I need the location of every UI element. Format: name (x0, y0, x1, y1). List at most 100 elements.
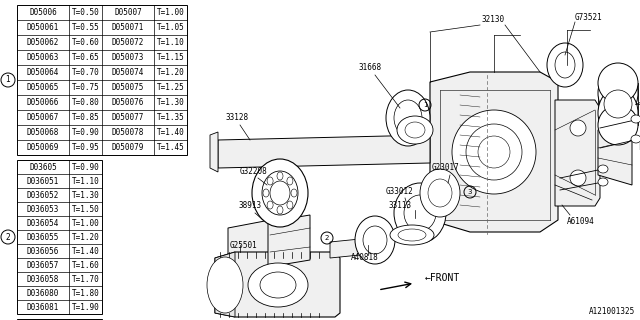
Text: D036053: D036053 (27, 204, 59, 213)
Text: G33012: G33012 (386, 188, 414, 196)
Polygon shape (330, 238, 370, 258)
Text: T=0.85: T=0.85 (72, 113, 99, 122)
Ellipse shape (398, 229, 426, 241)
Text: T=0.95: T=0.95 (72, 143, 99, 152)
Polygon shape (598, 120, 632, 185)
Text: D050072: D050072 (112, 38, 144, 47)
Text: D050067: D050067 (27, 113, 59, 122)
Text: D036058: D036058 (27, 275, 59, 284)
Text: D050065: D050065 (27, 83, 59, 92)
Polygon shape (430, 72, 558, 232)
Text: T=1.90: T=1.90 (72, 302, 99, 311)
Ellipse shape (606, 98, 630, 128)
Text: D036052: D036052 (27, 190, 59, 199)
Text: D036051: D036051 (27, 177, 59, 186)
Text: T=0.55: T=0.55 (72, 23, 99, 32)
Text: T=1.10: T=1.10 (157, 38, 184, 47)
Text: 33113: 33113 (388, 201, 412, 210)
Text: T=1.20: T=1.20 (157, 68, 184, 77)
Text: G73521: G73521 (575, 13, 603, 22)
Text: G23017: G23017 (431, 164, 459, 172)
Ellipse shape (270, 181, 290, 205)
Ellipse shape (287, 177, 293, 185)
Text: T=1.00: T=1.00 (72, 219, 99, 228)
Text: D036054: D036054 (27, 219, 59, 228)
Text: T=1.35: T=1.35 (157, 113, 184, 122)
Text: D050068: D050068 (27, 128, 59, 137)
Ellipse shape (386, 90, 430, 146)
Text: D036056: D036056 (27, 246, 59, 255)
Polygon shape (268, 215, 310, 267)
Text: D050075: D050075 (112, 83, 144, 92)
Text: T=1.40: T=1.40 (157, 128, 184, 137)
Text: 3: 3 (468, 189, 472, 195)
Text: D036055: D036055 (27, 233, 59, 242)
Text: T=0.80: T=0.80 (72, 98, 99, 107)
Text: D050069: D050069 (27, 143, 59, 152)
Text: 2: 2 (325, 235, 329, 241)
Text: A121001325: A121001325 (589, 307, 635, 316)
Text: T=1.00: T=1.00 (157, 8, 184, 17)
Bar (17, 160, 102, 314)
Ellipse shape (397, 116, 433, 144)
Polygon shape (215, 252, 235, 317)
Text: D050079: D050079 (112, 143, 144, 152)
Ellipse shape (570, 120, 586, 136)
Bar (17, 319, 102, 320)
Text: T=1.45: T=1.45 (157, 143, 184, 152)
Text: FIG.350: FIG.350 (638, 143, 640, 153)
Text: T=1.05: T=1.05 (157, 23, 184, 32)
Text: T=0.65: T=0.65 (72, 53, 99, 62)
Ellipse shape (420, 169, 460, 217)
Text: T=0.75: T=0.75 (72, 83, 99, 92)
Ellipse shape (598, 63, 638, 103)
Text: T=1.60: T=1.60 (72, 260, 99, 269)
Text: D05006: D05006 (29, 8, 57, 17)
Ellipse shape (466, 124, 522, 180)
Text: D05007: D05007 (114, 8, 142, 17)
Text: D050074: D050074 (112, 68, 144, 77)
Text: D050064: D050064 (27, 68, 59, 77)
Ellipse shape (598, 178, 608, 186)
Text: 33128: 33128 (225, 114, 248, 123)
Text: T=1.15: T=1.15 (157, 53, 184, 62)
Ellipse shape (262, 171, 298, 215)
Text: D050078: D050078 (112, 128, 144, 137)
Text: T=0.60: T=0.60 (72, 38, 99, 47)
Ellipse shape (452, 110, 536, 194)
Text: ←FRONT: ←FRONT (425, 273, 460, 283)
Text: D036081: D036081 (27, 302, 59, 311)
Polygon shape (555, 100, 600, 206)
Text: T=1.70: T=1.70 (72, 275, 99, 284)
Ellipse shape (277, 172, 283, 180)
Ellipse shape (598, 105, 638, 145)
Text: T=0.90: T=0.90 (72, 128, 99, 137)
Ellipse shape (291, 189, 297, 197)
Text: 1: 1 (423, 102, 428, 108)
Ellipse shape (478, 136, 510, 168)
Text: T=0.70: T=0.70 (72, 68, 99, 77)
Text: D050076: D050076 (112, 98, 144, 107)
Text: T=1.25: T=1.25 (157, 83, 184, 92)
Ellipse shape (207, 257, 243, 313)
Text: D03605: D03605 (29, 163, 57, 172)
Ellipse shape (363, 226, 387, 254)
Text: 31668: 31668 (358, 63, 381, 73)
Ellipse shape (604, 90, 632, 118)
Ellipse shape (598, 68, 638, 118)
Text: T=0.90: T=0.90 (72, 163, 99, 172)
Text: D050061: D050061 (27, 23, 59, 32)
Text: 2: 2 (6, 233, 10, 242)
Ellipse shape (355, 216, 395, 264)
Text: D036057: D036057 (27, 260, 59, 269)
Text: D050066: D050066 (27, 98, 59, 107)
Ellipse shape (287, 201, 293, 209)
Ellipse shape (277, 206, 283, 214)
Text: T=0.50: T=0.50 (72, 8, 99, 17)
Ellipse shape (570, 170, 586, 186)
Ellipse shape (405, 122, 425, 138)
Polygon shape (210, 132, 218, 172)
Ellipse shape (267, 177, 273, 185)
Polygon shape (215, 252, 340, 317)
Text: T=1.20: T=1.20 (72, 233, 99, 242)
